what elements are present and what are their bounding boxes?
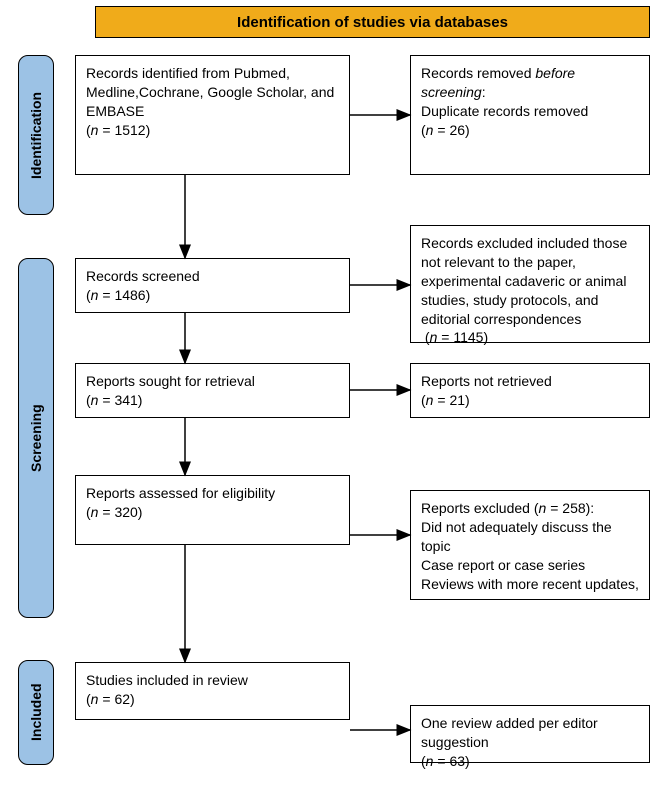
box-bullet: Reviews with more recent updates,	[421, 575, 639, 594]
diagram-title: Identification of studies via databases	[237, 14, 508, 31]
box-text: Records identified from Pubmed, Medline,…	[86, 64, 339, 121]
box-count: (n = 1486)	[86, 286, 339, 305]
diagram-title-bar: Identification of studies via databases	[95, 6, 650, 38]
phase-label: Included	[28, 684, 44, 742]
phase-tab-identification: Identification	[18, 55, 54, 215]
box-reports-assessed: Reports assessed for eligibility (n = 32…	[75, 475, 350, 545]
box-records-identified: Records identified from Pubmed, Medline,…	[75, 55, 350, 175]
box-count: (n = 63)	[421, 752, 639, 771]
box-text: Reports assessed for eligibility	[86, 484, 339, 503]
box-text: Records excluded included those not rele…	[421, 234, 639, 328]
phase-label: Screening	[28, 404, 44, 472]
box-count: (n = 1512)	[86, 121, 339, 140]
box-count: (n = 21)	[421, 391, 639, 410]
box-text: Studies included in review	[86, 671, 339, 690]
box-count: (n = 26)	[421, 121, 639, 140]
box-text: Reports excluded (n = 258):	[421, 499, 639, 518]
phase-tab-screening: Screening	[18, 258, 54, 618]
box-reports-sought: Reports sought for retrieval (n = 341)	[75, 363, 350, 418]
box-text: Reports not retrieved	[421, 372, 639, 391]
box-reports-not-retrieved: Reports not retrieved (n = 21)	[410, 363, 650, 418]
box-text: Records screened	[86, 267, 339, 286]
phase-tab-included: Included	[18, 660, 54, 765]
box-text: Records removed before screening:	[421, 64, 639, 102]
box-reports-excluded: Reports excluded (n = 258): Did not adeq…	[410, 490, 650, 600]
box-records-screened: Records screened (n = 1486)	[75, 258, 350, 313]
box-count: (n = 1145)	[421, 328, 639, 347]
box-records-removed: Records removed before screening: Duplic…	[410, 55, 650, 175]
box-count: (n = 320)	[86, 503, 339, 522]
box-records-excluded: Records excluded included those not rele…	[410, 225, 650, 343]
box-editor-addition: One review added per editor suggestion (…	[410, 705, 650, 763]
box-count: (n = 62)	[86, 690, 339, 709]
box-count: (n = 341)	[86, 391, 339, 410]
box-text: Reports sought for retrieval	[86, 372, 339, 391]
flowchart-stage: Identification of studies via databases …	[0, 0, 669, 800]
box-text-line2: Duplicate records removed	[421, 102, 639, 121]
phase-label: Identification	[28, 91, 44, 178]
box-bullet: Case report or case series	[421, 556, 639, 575]
box-text: One review added per editor suggestion	[421, 714, 639, 752]
box-studies-included: Studies included in review (n = 62)	[75, 662, 350, 720]
box-bullet: Did not adequately discuss the topic	[421, 518, 639, 556]
